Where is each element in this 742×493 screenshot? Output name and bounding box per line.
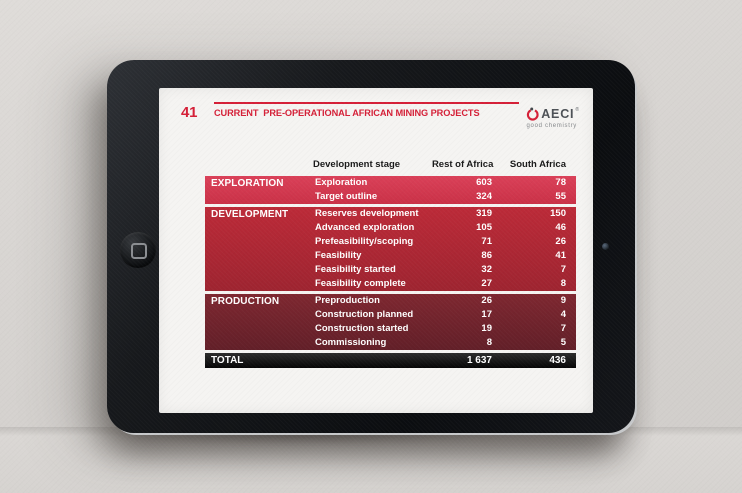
table-row: Exploration 603 78: [315, 176, 576, 190]
total-row: TOTAL 1 637 436: [205, 353, 576, 368]
table-row: Preproduction 26 9: [315, 294, 576, 308]
rest-of-africa-cell: 105: [476, 222, 492, 234]
group-label: DEVELOPMENT: [211, 209, 289, 220]
south-africa-cell: 78: [555, 177, 566, 189]
table-header-row: Development stage Rest of Africa South A…: [205, 152, 576, 173]
rest-of-africa-cell: 32: [481, 264, 492, 276]
south-africa-cell: 7: [560, 264, 566, 276]
table-row: Reserves development 319 150: [315, 207, 576, 221]
logo-text: AECI: [541, 106, 575, 121]
total-rest-of-africa: 1 637: [466, 354, 492, 366]
stage-cell: Preproduction: [315, 295, 380, 307]
south-africa-cell: 41: [555, 250, 566, 262]
rest-of-africa-cell: 17: [481, 309, 492, 321]
logo-tagline: good chemistry: [526, 122, 577, 129]
south-africa-cell: 8: [560, 278, 566, 290]
rest-of-africa-cell: 603: [476, 177, 492, 189]
stage-cell: Target outline: [315, 191, 378, 203]
total-label: TOTAL: [211, 354, 244, 366]
slide: 41 CURRENT PRE-OPERATIONAL AFRICAN MININ…: [159, 88, 593, 413]
south-africa-cell: 26: [555, 236, 566, 248]
stage-cell: Construction started: [315, 323, 409, 335]
stage-cell: Feasibility complete: [315, 278, 406, 290]
table-row: Construction started 19 7: [315, 322, 576, 336]
total-south-africa: 436: [549, 354, 566, 366]
stage-cell: Reserves development: [315, 208, 419, 220]
group-label: EXPLORATION: [211, 178, 284, 189]
south-africa-cell: 4: [560, 309, 566, 321]
south-africa-cell: 150: [550, 208, 566, 220]
col-header-rest-of-africa: Rest of Africa: [431, 159, 494, 170]
table-row: Prefeasibility/scoping 71 26: [315, 235, 576, 249]
stage-cell: Feasibility started: [315, 264, 396, 276]
rest-of-africa-cell: 27: [481, 278, 492, 290]
rest-of-africa-cell: 8: [486, 337, 492, 349]
south-africa-cell: 7: [560, 323, 566, 335]
rest-of-africa-cell: 26: [481, 295, 492, 307]
mining-projects-table: Development stage Rest of Africa South A…: [205, 152, 576, 368]
tablet-frame: 41 CURRENT PRE-OPERATIONAL AFRICAN MININ…: [107, 60, 635, 433]
group-rows: Exploration 603 78 Target outline 324 55: [315, 176, 576, 204]
group-band-exploration: EXPLORATION Exploration 603 78 Target ou…: [205, 176, 576, 204]
page-number: 41: [181, 104, 198, 121]
south-africa-cell: 46: [555, 222, 566, 234]
rest-of-africa-cell: 19: [481, 323, 492, 335]
stage-cell: Construction planned: [315, 309, 414, 321]
rest-of-africa-cell: 324: [476, 191, 492, 203]
rest-of-africa-cell: 319: [476, 208, 492, 220]
home-button-icon: [131, 243, 147, 259]
stage-cell: Exploration: [315, 177, 368, 189]
table-row: Feasibility started 32 7: [315, 263, 576, 277]
table-row: Advanced exploration 105 46: [315, 221, 576, 235]
logo-row: AECI ®: [526, 107, 579, 121]
home-button[interactable]: [120, 232, 156, 268]
table-row: Feasibility 86 41: [315, 249, 576, 263]
rest-of-africa-cell: 86: [481, 250, 492, 262]
stage-cell: Advanced exploration: [315, 222, 415, 234]
stage-cell: Commissioning: [315, 337, 387, 349]
south-africa-cell: 55: [555, 191, 566, 203]
group-rows: Preproduction 26 9 Construction planned …: [315, 294, 576, 350]
table-row: Construction planned 17 4: [315, 308, 576, 322]
stage-cell: Feasibility: [315, 250, 362, 262]
col-header-south-africa: South Africa: [509, 159, 566, 170]
camera-icon: [602, 243, 609, 250]
table-row: Commissioning 8 5: [315, 336, 576, 350]
group-label: PRODUCTION: [211, 296, 280, 307]
stage-cell: Prefeasibility/scoping: [315, 236, 414, 248]
aeci-logo: AECI ® good chemistry: [526, 107, 580, 129]
group-band-production: PRODUCTION Preproduction 26 9 Constructi…: [205, 294, 576, 350]
col-header-development-stage: Development stage: [312, 159, 401, 170]
table-row: Feasibility complete 27 8: [315, 277, 576, 291]
south-africa-cell: 9: [560, 295, 566, 307]
group-rows: Reserves development 319 150 Advanced ex…: [315, 207, 576, 291]
rest-of-africa-cell: 71: [481, 236, 492, 248]
title-rule: [214, 102, 519, 104]
tablet-screen: 41 CURRENT PRE-OPERATIONAL AFRICAN MININ…: [159, 88, 593, 413]
table-row: Target outline 324 55: [315, 190, 576, 204]
logo-mark-icon: [527, 107, 539, 121]
south-africa-cell: 5: [560, 337, 566, 349]
slide-title: CURRENT PRE-OPERATIONAL AFRICAN MINING P…: [214, 108, 480, 119]
logo-trademark: ®: [575, 107, 579, 113]
group-band-development: DEVELOPMENT Reserves development 319 150…: [205, 207, 576, 291]
